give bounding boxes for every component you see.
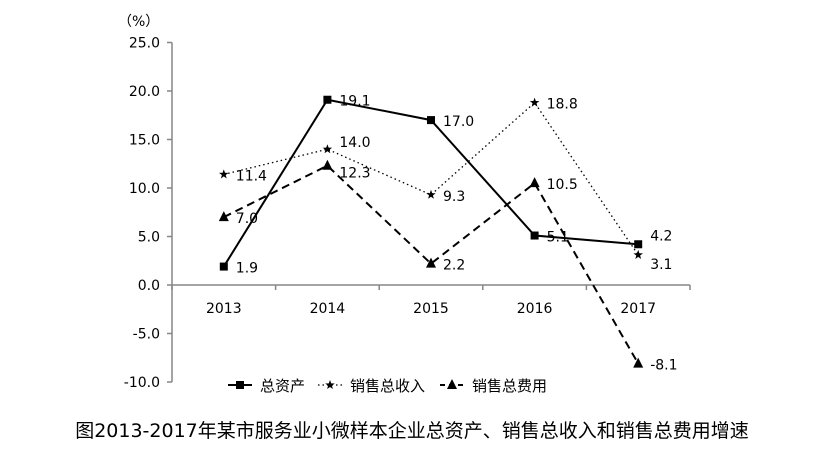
data-point bbox=[427, 116, 435, 125]
x-tick-label: 2015 bbox=[413, 301, 449, 317]
chart-title: 图2013-2017年某市服务业小微样本企业总资产、销售总收入和销售总费用增速 bbox=[75, 420, 749, 442]
data-label: -8.1 bbox=[650, 358, 677, 374]
y-tick-label: 20.0 bbox=[129, 84, 160, 100]
y-tick-label: 5.0 bbox=[138, 230, 160, 246]
data-label: 11.4 bbox=[236, 168, 267, 184]
x-tick-label: 2013 bbox=[206, 301, 242, 317]
series-line bbox=[223, 101, 639, 256]
data-label: 7.0 bbox=[236, 211, 258, 227]
y-tick-label: -5.0 bbox=[133, 327, 160, 343]
data-label: 19.1 bbox=[339, 94, 370, 110]
series-group: 1.9 19.1 17.0 5.1 4.2 11.4 14.0 9.3 18.8 3.1 7.0 12… bbox=[218, 94, 678, 374]
x-tick-label: 2014 bbox=[310, 301, 346, 317]
y-tick-label: 25.0 bbox=[129, 36, 160, 52]
data-label: 18.8 bbox=[547, 97, 578, 113]
data-label: 5.1 bbox=[547, 230, 569, 246]
data-point bbox=[529, 97, 540, 107]
y-tick-label: 10.0 bbox=[129, 181, 160, 197]
data-label: 10.5 bbox=[547, 177, 578, 193]
legend-marker bbox=[236, 381, 244, 389]
x-tick-label: 2017 bbox=[620, 301, 656, 317]
x-tick-label: 2016 bbox=[517, 301, 553, 317]
y-axis-label: （%） bbox=[118, 14, 159, 30]
legend-label: 销售总费用 bbox=[472, 377, 547, 395]
data-point bbox=[219, 262, 228, 271]
series-3: 7.0 12.3 2.2 10.5 -8.1 bbox=[218, 159, 678, 374]
data-point bbox=[322, 159, 333, 170]
data-point bbox=[530, 231, 539, 240]
axes: 25.0 20.0 15.0 10.0 5.0 0.0 -5.0 -10.0 2013 2014 2… bbox=[124, 36, 691, 391]
data-label: 1.9 bbox=[236, 261, 258, 277]
legend-label: 销售总收入 bbox=[350, 377, 425, 395]
legend-item-3: 销售总费用 bbox=[440, 377, 547, 395]
legend: 总资产 销售总收入 销售总费用 bbox=[228, 377, 547, 395]
data-point bbox=[529, 177, 540, 188]
legend-item-2: 销售总收入 bbox=[318, 377, 425, 395]
data-point bbox=[633, 249, 643, 259]
data-point bbox=[633, 357, 644, 368]
series-line bbox=[223, 164, 640, 365]
data-point bbox=[218, 211, 229, 222]
data-point bbox=[219, 169, 229, 179]
legend-item-1: 总资产 bbox=[228, 377, 305, 395]
data-label: 2.2 bbox=[443, 258, 465, 274]
data-label: 3.1 bbox=[650, 257, 672, 273]
data-label: 17.0 bbox=[443, 114, 474, 130]
y-tick-label: 15.0 bbox=[129, 133, 160, 149]
data-point bbox=[323, 95, 332, 104]
series-1: 1.9 19.1 17.0 5.1 4.2 bbox=[219, 94, 672, 277]
data-point bbox=[426, 257, 436, 268]
data-point bbox=[426, 189, 436, 199]
data-point bbox=[322, 144, 333, 154]
y-tick-label: 0.0 bbox=[138, 278, 160, 294]
legend-label: 总资产 bbox=[260, 377, 305, 395]
data-label: 12.3 bbox=[339, 166, 370, 182]
series-2: 11.4 14.0 9.3 18.8 3.1 bbox=[219, 97, 672, 273]
data-label: 4.2 bbox=[650, 228, 672, 244]
data-label: 9.3 bbox=[443, 189, 465, 205]
data-label: 14.0 bbox=[339, 135, 370, 151]
data-point bbox=[634, 240, 643, 249]
legend-marker bbox=[325, 380, 335, 389]
legend-marker bbox=[447, 379, 457, 389]
y-tick-label: -10.0 bbox=[124, 375, 160, 391]
